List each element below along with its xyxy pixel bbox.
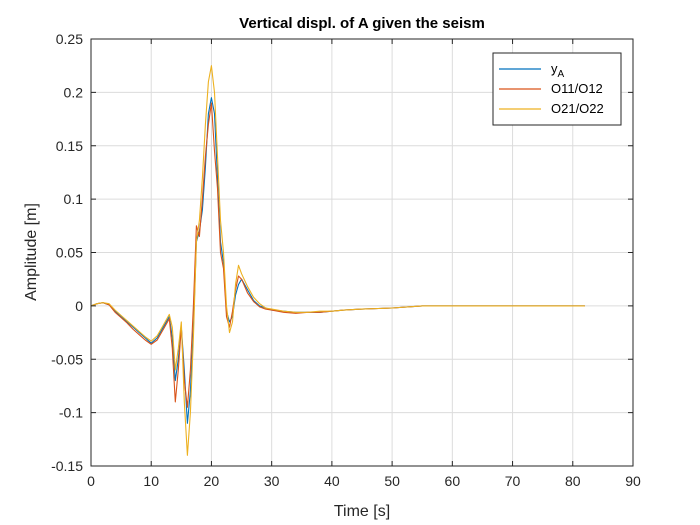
x-tick-label: 0 (87, 473, 95, 489)
x-tick-label: 50 (384, 473, 400, 489)
y-tick-label: 0.1 (64, 191, 84, 207)
x-tick-label: 60 (445, 473, 461, 489)
y-tick-label: -0.15 (51, 458, 83, 474)
x-axis-label: Time [s] (334, 503, 390, 520)
x-tick-label: 30 (264, 473, 280, 489)
y-tick-label: 0 (75, 298, 83, 314)
y-tick-label: 0.05 (56, 245, 83, 261)
legend-label-text: O21/O22 (551, 101, 604, 116)
y-tick-label: 0.15 (56, 138, 83, 154)
y-tick-label: -0.05 (51, 351, 83, 367)
x-tick-label: 80 (565, 473, 581, 489)
legend-label-subscript: A (558, 69, 565, 80)
axis-ticks: 0 10 20 30 40 50 60 70 80 90 -0.15 -0.1 -0.05 0 0.05 0.… (51, 31, 641, 489)
series-line-2 (90, 65, 585, 456)
legend-label-text: y (551, 61, 558, 76)
legend-label-text: O11/O12 (551, 81, 603, 96)
legend-label-2: O21/O22 (551, 101, 604, 116)
y-tick-label: 0.25 (56, 31, 83, 47)
y-tick-label: -0.1 (59, 405, 83, 421)
y-axis-label: Amplitude [m] (23, 203, 40, 301)
x-tick-label: 40 (324, 473, 340, 489)
series-lines (90, 65, 585, 456)
chart-title: Vertical displ. of A given the seism (239, 15, 485, 32)
legend-label-0: yA (551, 61, 565, 80)
x-tick-label: 70 (505, 473, 521, 489)
x-tick-label: 10 (143, 473, 159, 489)
x-tick-label: 20 (204, 473, 220, 489)
legend-label-1: O11/O12 (551, 81, 603, 96)
x-tick-label: 90 (625, 473, 641, 489)
y-tick-label: 0.2 (64, 84, 84, 100)
